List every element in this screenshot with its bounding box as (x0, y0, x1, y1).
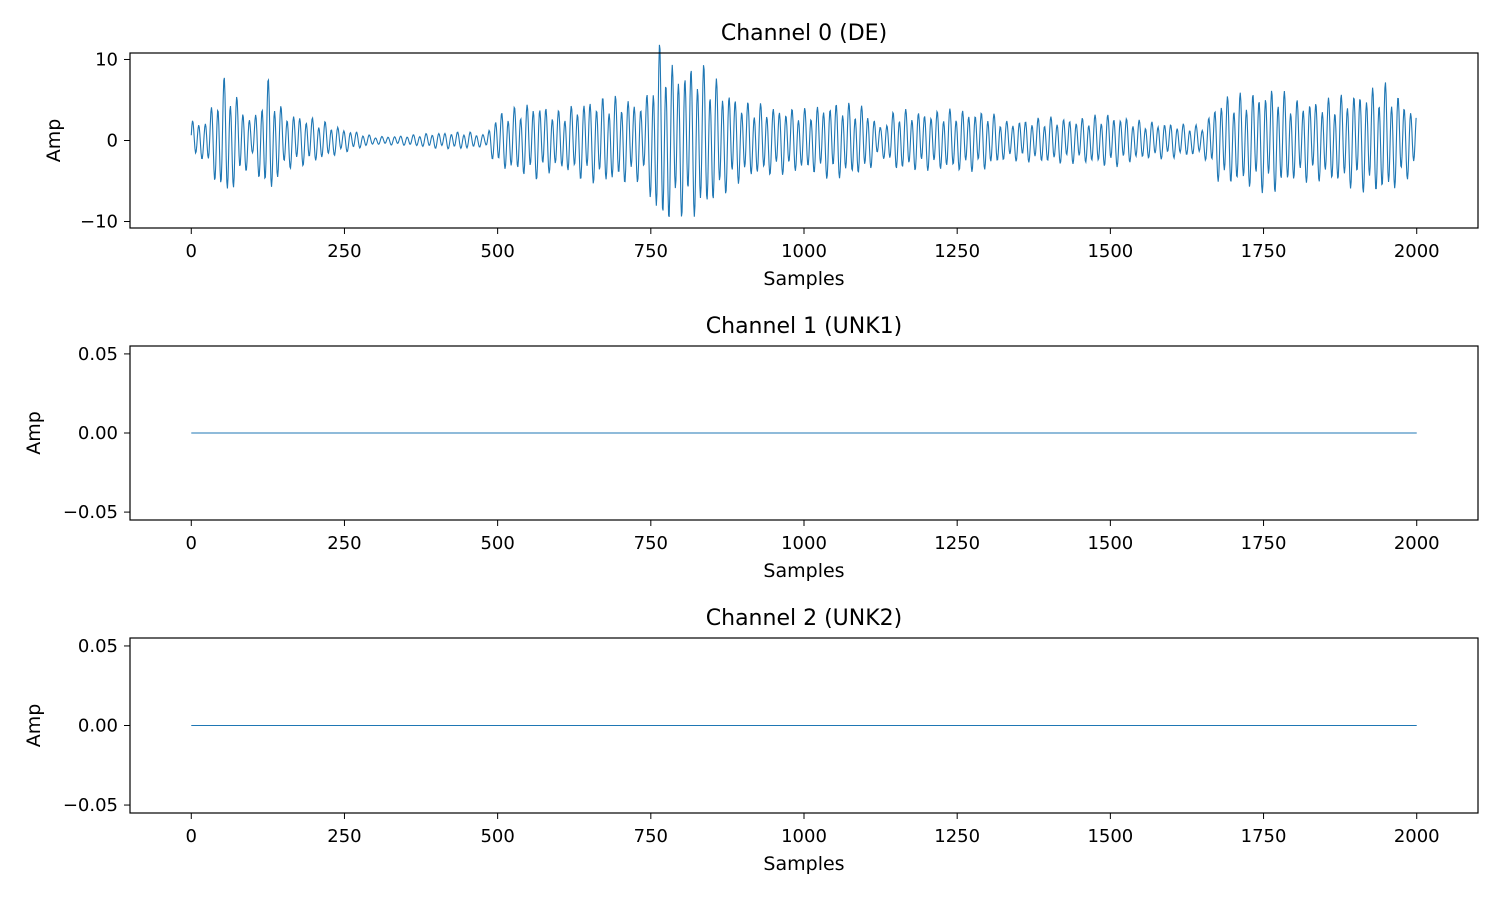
x-tick-label: 750 (634, 533, 668, 554)
x-tick-label: 1500 (1087, 826, 1133, 847)
x-tick-label: 1250 (934, 826, 980, 847)
y-tick-label: 0 (107, 131, 118, 152)
x-tick-label: 250 (327, 826, 361, 847)
x-tick-label: 1750 (1241, 241, 1287, 262)
chart-title: Channel 1 (UNK1) (706, 314, 902, 339)
x-axis-label: Samples (763, 560, 844, 582)
chart-panel-2: 0 250 500 750 1000 1250 1500 1750 2000 0.05 0.00 −0… (23, 606, 1479, 875)
x-tick-label: 750 (634, 826, 668, 847)
x-axis-label: Samples (763, 268, 844, 290)
chart-title: Channel 0 (DE) (721, 21, 887, 46)
y-tick-label: 10 (95, 49, 118, 70)
x-tick-label: 750 (634, 241, 668, 262)
x-tick-label: 0 (186, 826, 197, 847)
x-tick-label: 2000 (1394, 826, 1440, 847)
x-tick-label: 500 (480, 826, 514, 847)
x-tick-label: 500 (480, 241, 514, 262)
series-line-0-0 (190, 44, 1417, 218)
x-tick-label: 1000 (781, 533, 827, 554)
x-tick-label: 1750 (1241, 533, 1287, 554)
y-tick-label: −10 (80, 212, 118, 233)
x-tick-label: 1500 (1087, 533, 1133, 554)
y-tick-label: −0.05 (63, 795, 118, 816)
x-tick-label: 0 (186, 241, 197, 262)
x-tick-label: 1750 (1241, 826, 1287, 847)
y-tick-label: −0.05 (63, 502, 118, 523)
x-tick-label: 1000 (781, 241, 827, 262)
y-tick-label: 0.00 (78, 716, 118, 737)
x-tick-label: 500 (480, 533, 514, 554)
y-axis-label: Amp (43, 119, 65, 163)
x-tick-label: 1000 (781, 826, 827, 847)
x-tick-label: 2000 (1394, 241, 1440, 262)
y-tick-label: 0.00 (78, 423, 118, 444)
x-tick-label: 250 (327, 241, 361, 262)
x-axis-label: Samples (763, 853, 844, 875)
x-tick-label: 1500 (1087, 241, 1133, 262)
x-tick-label: 250 (327, 533, 361, 554)
x-tick-label: 0 (186, 533, 197, 554)
y-axis-label: Amp (23, 411, 45, 455)
y-axis-label: Amp (23, 704, 45, 748)
x-tick-label: 2000 (1394, 533, 1440, 554)
x-tick-label: 1250 (934, 533, 980, 554)
y-tick-label: 0.05 (78, 344, 118, 365)
chart-title: Channel 2 (UNK2) (706, 606, 902, 631)
chart-panel-1: 0 250 500 750 1000 1250 1500 1750 2000 0.05 0.00 −0… (23, 314, 1479, 582)
y-tick-label: 0.05 (78, 636, 118, 657)
x-tick-label: 1250 (934, 241, 980, 262)
chart-panel-0: 0 250 500 750 1000 1250 1500 1750 2000 10 0 −10 Chan… (43, 21, 1479, 290)
